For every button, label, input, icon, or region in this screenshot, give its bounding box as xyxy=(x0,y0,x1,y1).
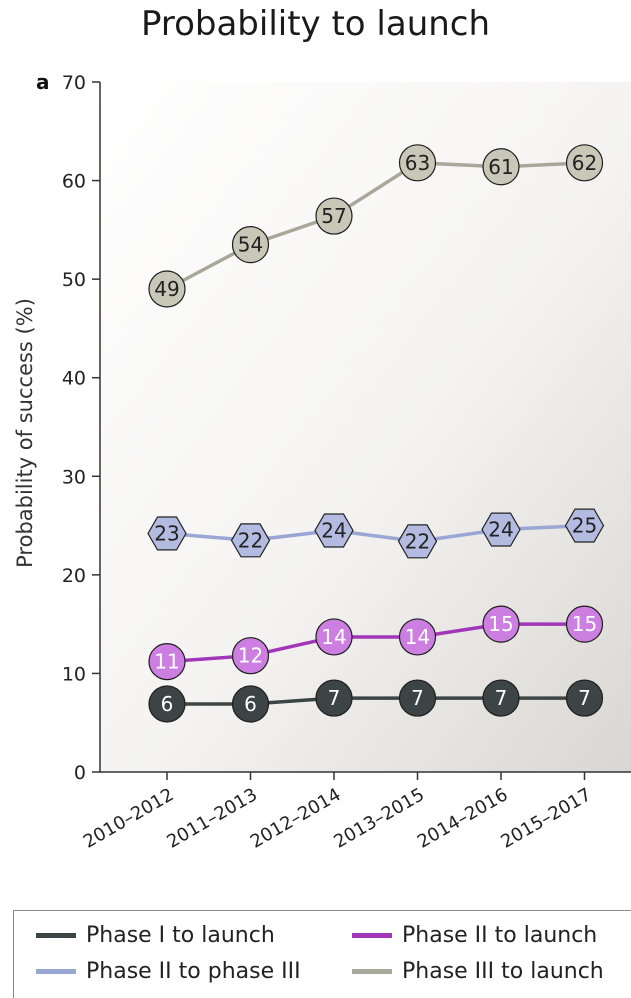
data-point xyxy=(147,516,187,551)
data-label: 54 xyxy=(238,233,263,257)
legend-label: Phase II to launch xyxy=(402,923,598,948)
data-label: 49 xyxy=(154,277,179,301)
data-label: 24 xyxy=(321,519,346,543)
legend-label: Phase II to phase III xyxy=(86,959,301,984)
x-tick-label: 2010–2012 xyxy=(80,784,178,852)
data-label: 62 xyxy=(572,151,597,175)
y-tick-label: 50 xyxy=(62,269,86,291)
data-point xyxy=(565,679,604,717)
data-point xyxy=(148,642,186,681)
data-label: 25 xyxy=(572,514,597,538)
data-point xyxy=(148,270,186,308)
x-tick-label: 2011–2013 xyxy=(163,784,261,852)
data-label: 11 xyxy=(154,650,179,674)
data-point xyxy=(315,197,353,235)
legend-swatch xyxy=(36,969,76,974)
data-point xyxy=(565,144,604,182)
legend-swatch xyxy=(352,969,392,974)
data-label: 15 xyxy=(488,612,513,636)
y-tick-label: 60 xyxy=(62,171,86,193)
data-label: 7 xyxy=(411,686,424,710)
data-point xyxy=(482,679,520,717)
data-label: 7 xyxy=(328,686,341,710)
data-point xyxy=(230,523,271,558)
data-point xyxy=(231,685,270,723)
y-tick-label: 40 xyxy=(62,368,86,390)
x-tick-label: 2012–2014 xyxy=(247,784,345,852)
data-point xyxy=(398,679,437,717)
data-label: 63 xyxy=(405,151,430,175)
legend-item: Phase III to launch xyxy=(352,959,604,984)
legend-item: Phase I to launch xyxy=(36,923,275,948)
data-point xyxy=(314,513,354,548)
data-label: 6 xyxy=(161,692,174,716)
x-tick-label: 2013–2015 xyxy=(330,784,428,852)
legend-label: Phase I to launch xyxy=(86,923,275,948)
data-label: 15 xyxy=(572,612,597,636)
data-label: 12 xyxy=(238,644,263,668)
data-label: 23 xyxy=(154,521,179,545)
data-label: 6 xyxy=(244,692,257,716)
data-label: 22 xyxy=(238,528,263,552)
data-point xyxy=(398,618,437,656)
legend-swatch xyxy=(352,933,392,938)
data-label: 57 xyxy=(321,204,346,228)
data-point xyxy=(315,679,353,717)
data-label: 7 xyxy=(495,686,508,710)
chart-title: Probability to launch xyxy=(140,4,491,44)
panel-label: a xyxy=(36,70,50,94)
data-point xyxy=(231,637,270,675)
data-point xyxy=(397,524,438,559)
data-label: 14 xyxy=(405,625,430,649)
data-label: 22 xyxy=(405,529,430,553)
legend-label: Phase III to launch xyxy=(402,959,604,984)
y-axis-title: Probability of success (%) xyxy=(13,298,37,568)
data-point xyxy=(315,618,353,656)
legend: Phase I to launch Phase II to launch Phase… xyxy=(13,910,631,998)
y-tick-label: 0 xyxy=(74,762,86,784)
y-tick-label: 20 xyxy=(62,565,86,587)
data-point xyxy=(148,685,186,723)
data-label: 14 xyxy=(321,625,346,649)
data-label: 24 xyxy=(488,518,513,542)
data-point xyxy=(564,508,605,543)
data-point xyxy=(565,605,604,643)
data-point xyxy=(398,144,437,182)
y-tick-label: 30 xyxy=(62,466,86,488)
legend-swatch xyxy=(36,933,76,938)
data-label: 7 xyxy=(578,686,591,710)
data-point xyxy=(482,605,520,643)
legend-item: Phase II to phase III xyxy=(36,959,301,984)
data-point xyxy=(481,512,521,547)
x-tick-label: 2014–2016 xyxy=(414,784,512,852)
x-tick-label: 2015–2017 xyxy=(497,784,595,852)
y-tick-label: 10 xyxy=(62,663,86,685)
data-point xyxy=(482,148,520,186)
data-label: 61 xyxy=(488,155,513,179)
y-tick-label: 70 xyxy=(62,72,86,94)
data-point xyxy=(231,226,270,264)
legend-item: Phase II to launch xyxy=(352,923,597,948)
